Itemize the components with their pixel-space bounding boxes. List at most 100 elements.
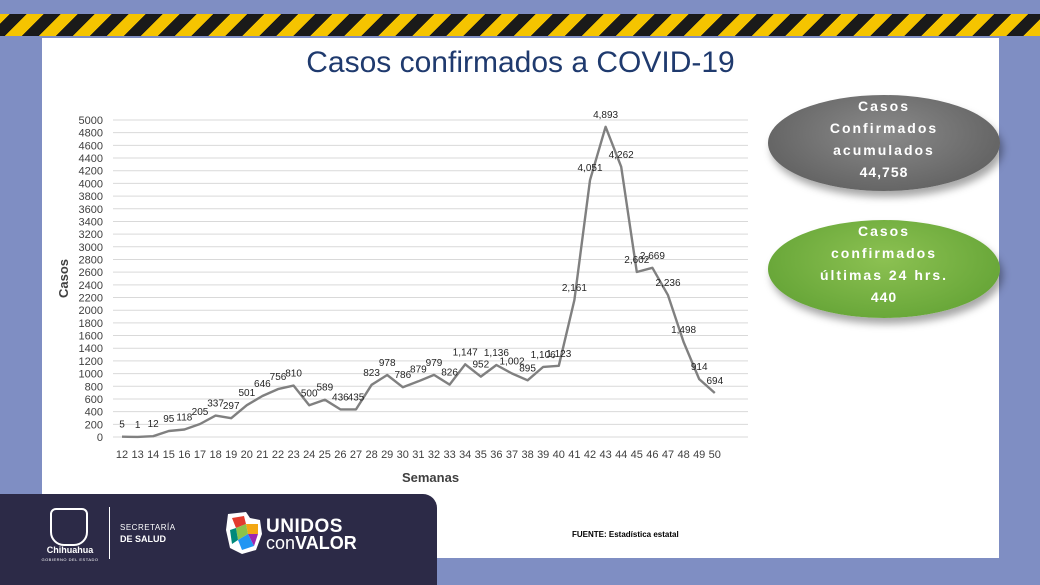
data-label: 4,262: [609, 150, 634, 161]
salud-text: DE SALUD: [120, 534, 167, 544]
y-tick-label: 1600: [79, 331, 103, 343]
y-tick-label: 2000: [79, 305, 103, 317]
accumulated-label-2: Confirmados: [829, 120, 939, 136]
y-tick-label: 2600: [79, 267, 103, 279]
x-tick-label: 29: [381, 449, 393, 461]
x-tick-label: 12: [116, 449, 128, 461]
x-tick-label: 46: [646, 449, 658, 461]
data-label: 826: [441, 368, 458, 379]
valor-text: VALOR: [295, 533, 357, 553]
unidos-text: UNIDOS: [266, 516, 343, 537]
x-tick-label: 35: [475, 449, 487, 461]
data-label: 1,136: [484, 348, 509, 359]
data-label: 501: [238, 388, 255, 399]
data-label: 1,498: [671, 325, 696, 336]
series-line: [121, 125, 716, 439]
data-label: 879: [410, 364, 427, 375]
y-tick-label: 3400: [79, 216, 103, 228]
data-label: 1,147: [453, 347, 478, 358]
data-label: 5: [119, 420, 125, 431]
data-label: 978: [379, 358, 396, 369]
state-map-logo-icon: [226, 512, 262, 554]
last24-label-2: confirmados: [830, 245, 937, 261]
y-tick-label: 5000: [79, 115, 103, 127]
x-tick-label: 19: [225, 449, 237, 461]
x-tick-label: 25: [319, 449, 331, 461]
x-axis-title: Semanas: [402, 470, 459, 485]
data-label: 823: [363, 368, 380, 379]
y-tick-label: 600: [85, 394, 103, 406]
y-tick-label: 4200: [79, 166, 103, 178]
con-valor-text: conVALOR: [266, 533, 357, 554]
gob-subtitle: GOBIERNO DEL ESTADO: [41, 557, 99, 562]
y-tick-label: 200: [85, 419, 103, 431]
y-tick-label: 1800: [79, 318, 103, 330]
x-tick-label: 39: [537, 449, 549, 461]
data-label: 435: [348, 392, 365, 403]
x-tick-label: 50: [709, 449, 721, 461]
accumulated-cases-badge: Casos Confirmados acumulados 44,758: [768, 95, 1000, 191]
source-note: FUENTE: Estadística estatal: [572, 530, 679, 539]
x-tick-label: 13: [131, 449, 143, 461]
x-tick-label: 44: [615, 449, 627, 461]
x-tick-label: 47: [662, 449, 674, 461]
x-tick-label: 32: [428, 449, 440, 461]
data-label: 2,161: [562, 283, 587, 294]
x-tick-label: 42: [584, 449, 596, 461]
x-tick-label: 30: [397, 449, 409, 461]
hazard-stripe-banner: [0, 14, 1040, 36]
data-label: 2,236: [655, 278, 680, 289]
x-tick-label: 27: [350, 449, 362, 461]
x-tick-label: 37: [506, 449, 518, 461]
data-label: 646: [254, 379, 271, 390]
y-tick-label: 2400: [79, 280, 103, 292]
x-tick-label: 28: [365, 449, 377, 461]
data-label: 1,002: [499, 356, 524, 367]
data-label: 952: [472, 360, 489, 371]
data-label: 1: [135, 420, 141, 431]
data-label: 4,051: [577, 163, 602, 174]
x-tick-label: 38: [521, 449, 533, 461]
x-tick-label: 26: [334, 449, 346, 461]
x-tick-label: 36: [490, 449, 502, 461]
con-text: con: [266, 533, 296, 553]
y-tick-label: 2200: [79, 293, 103, 305]
data-label: 810: [285, 369, 302, 380]
data-label: 4,893: [593, 110, 618, 121]
x-tick-label: 21: [256, 449, 268, 461]
data-label: 12: [148, 419, 160, 430]
y-tick-label: 4600: [79, 140, 103, 152]
y-tick-label: 3000: [79, 242, 103, 254]
chart-title: Casos confirmados a COVID-19: [306, 46, 735, 79]
data-label: 1,106: [531, 350, 556, 361]
data-label: 694: [706, 376, 723, 387]
data-label: 914: [691, 362, 708, 373]
x-tick-label: 14: [147, 449, 159, 461]
data-label: 756: [270, 372, 287, 383]
last24-label-3: últimas 24 hrs.: [819, 267, 949, 283]
x-tick-label: 49: [693, 449, 705, 461]
x-tick-label: 18: [209, 449, 221, 461]
x-tick-label: 15: [163, 449, 175, 461]
accumulated-value: 44,758: [859, 164, 909, 180]
secretaria-text: SECRETARÍA: [120, 523, 176, 532]
data-label: 337: [207, 399, 224, 410]
data-label: 2,669: [640, 251, 665, 262]
y-axis-title: Casos: [56, 259, 71, 298]
y-tick-label: 800: [85, 381, 103, 393]
data-label: 118: [176, 413, 192, 424]
y-tick-label: 2800: [79, 254, 103, 266]
y-tick-label: 4000: [79, 178, 103, 190]
x-tick-label: 24: [303, 449, 315, 461]
last24-label-1: Casos: [857, 223, 911, 239]
x-tick-label: 17: [194, 449, 206, 461]
x-tick-label: 43: [599, 449, 611, 461]
y-tick-label: 4400: [79, 153, 103, 165]
x-tick-label: 33: [443, 449, 455, 461]
data-label: 895: [519, 363, 536, 374]
y-tick-label: 0: [97, 432, 103, 444]
x-tick-label: 16: [178, 449, 190, 461]
gob-name: Chihuahua: [46, 545, 94, 555]
x-tick-label: 34: [459, 449, 471, 461]
